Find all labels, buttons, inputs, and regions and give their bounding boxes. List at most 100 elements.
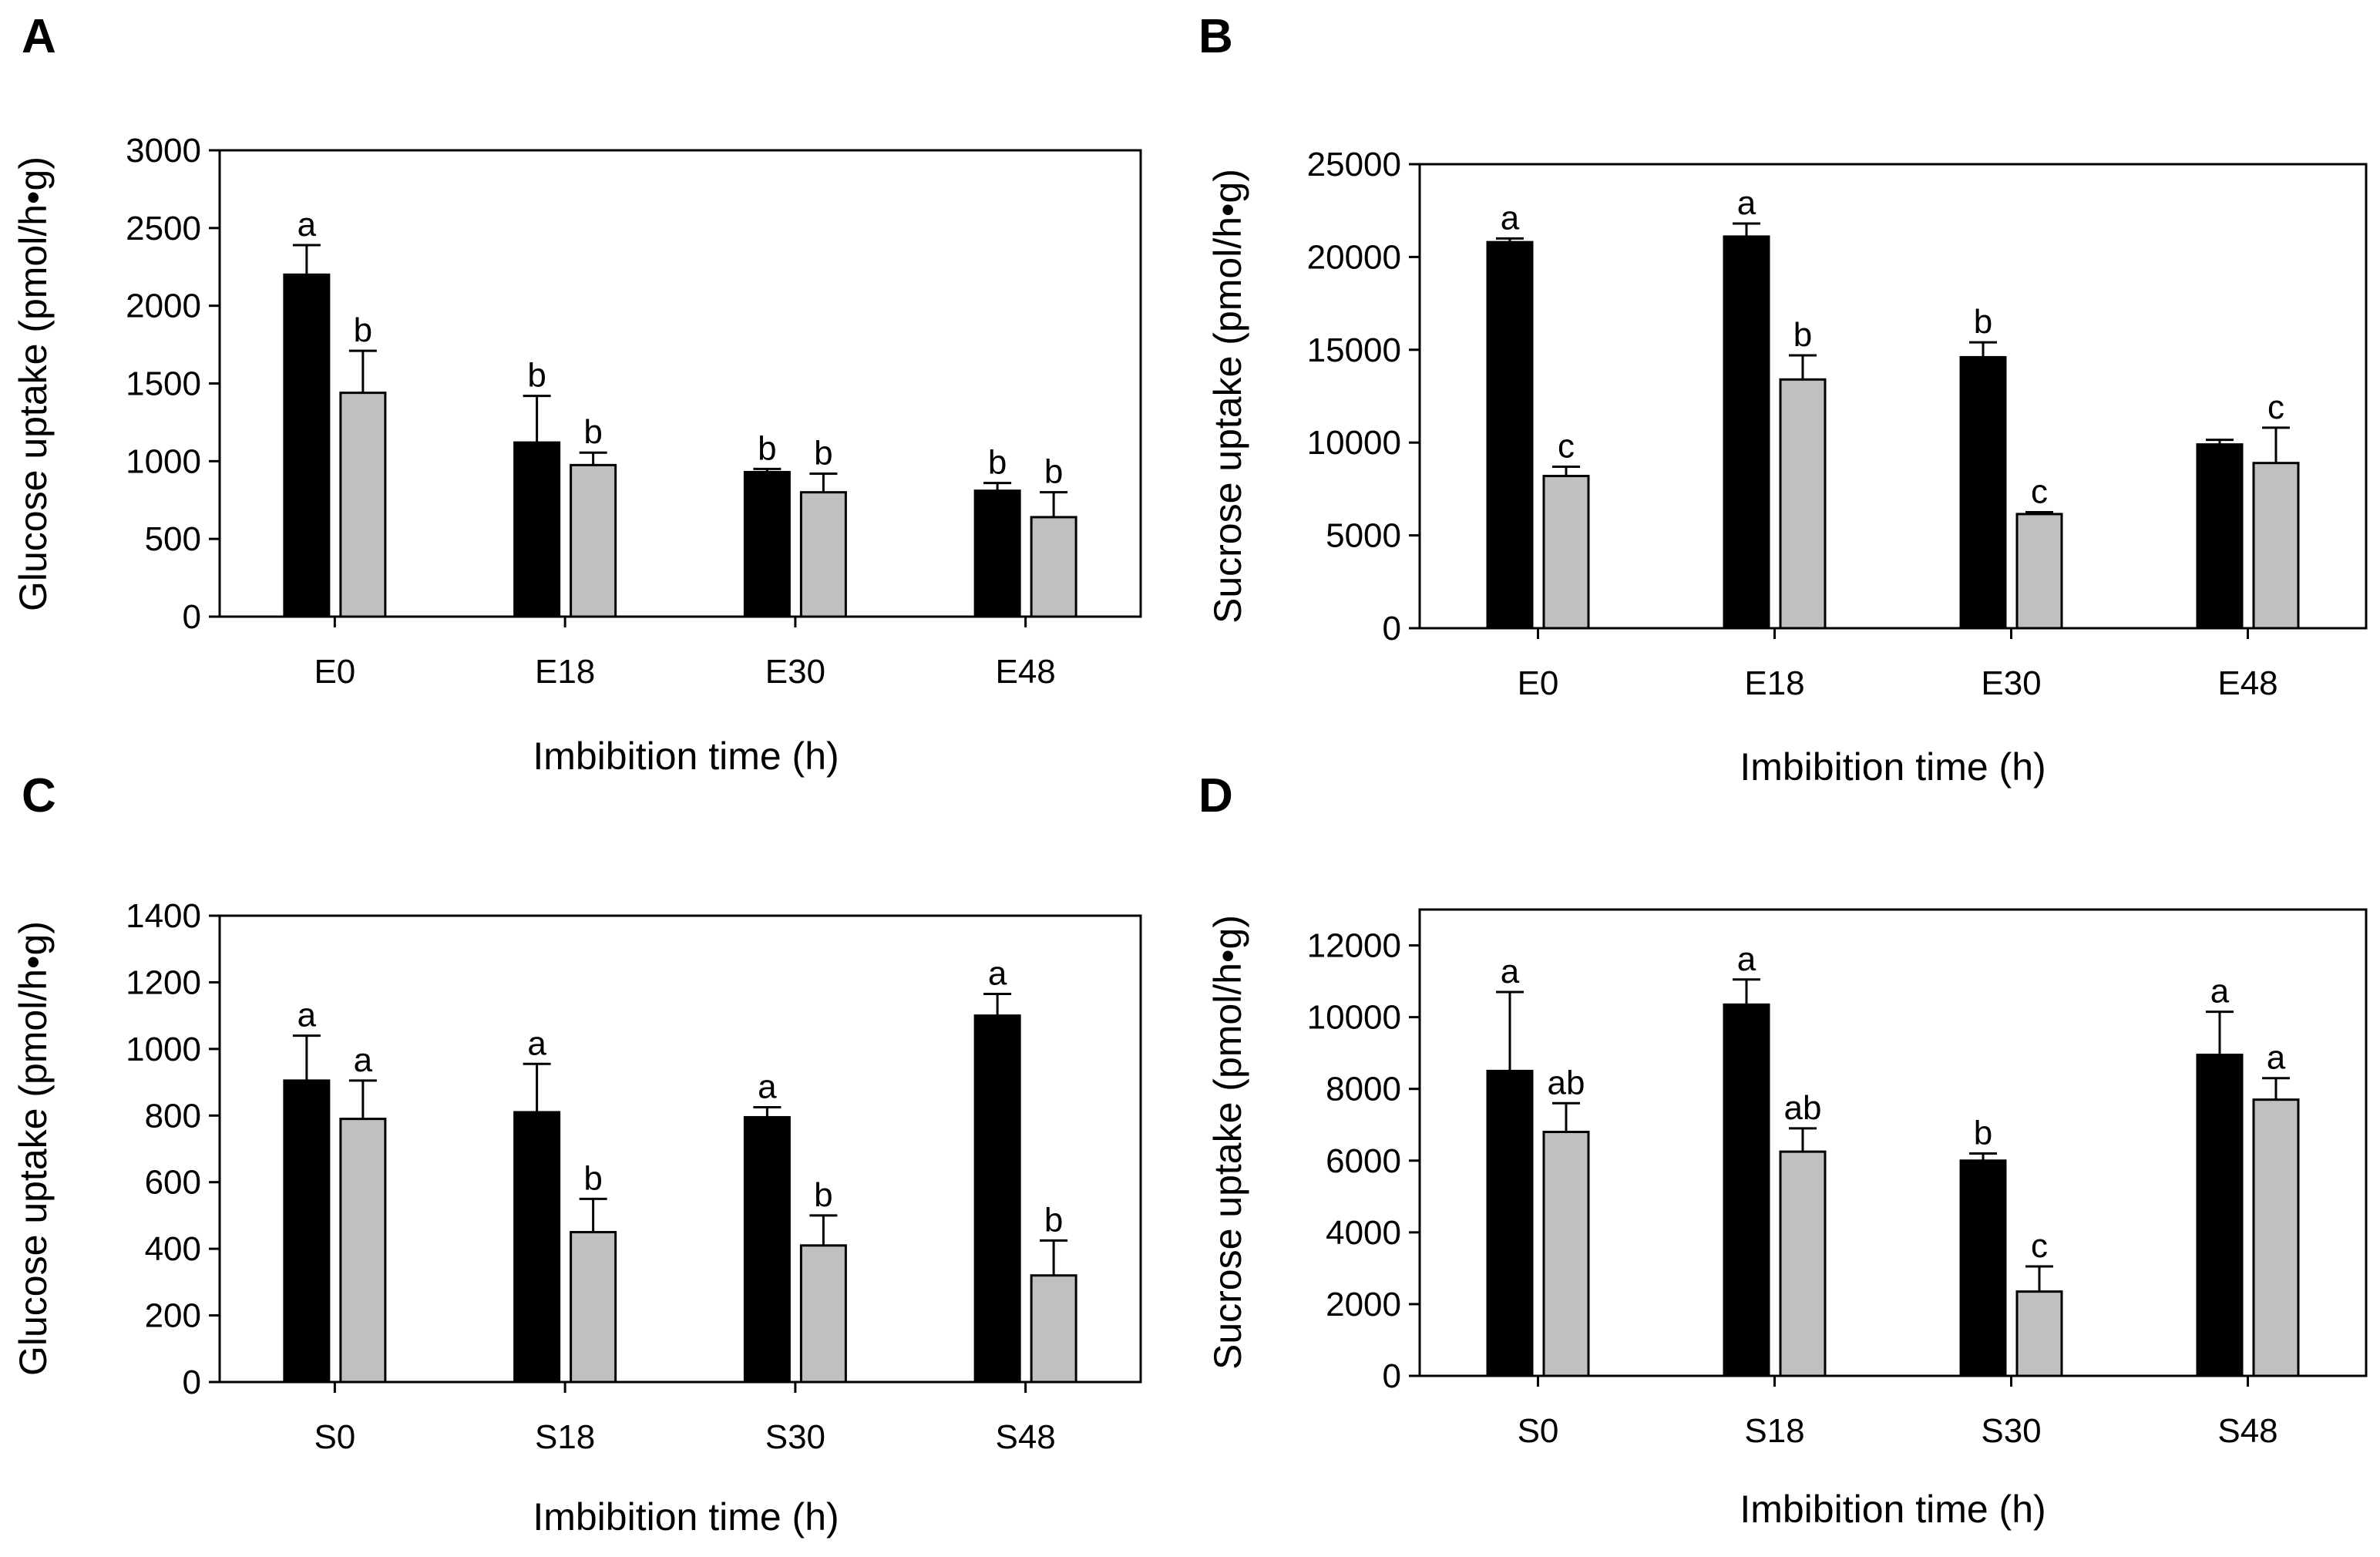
y-tick-label: 15000	[1307, 331, 1401, 369]
y-tick-label: 400	[145, 1230, 201, 1268]
x-tick-label: E30	[1981, 664, 2041, 702]
significance-label: a	[298, 997, 317, 1034]
bar-series1	[513, 441, 561, 618]
bar-series1	[2196, 443, 2244, 630]
y-tick-label: 1000	[126, 442, 201, 480]
x-axis-title: Imbibition time (h)	[1740, 1488, 2046, 1531]
bar-series1	[283, 273, 331, 618]
x-tick-label: E0	[314, 653, 355, 691]
bar-series2	[799, 1244, 847, 1384]
significance-label: b	[1974, 1114, 1992, 1152]
bar-series1	[283, 1079, 331, 1384]
significance-label: a	[988, 955, 1007, 993]
bar-series1	[743, 1115, 791, 1384]
y-tick-label: 200	[145, 1297, 201, 1335]
bar-series2	[2252, 1098, 2300, 1377]
plot-frame	[1418, 908, 2368, 1377]
significance-label: c	[1558, 428, 1575, 466]
significance-label: a	[1737, 184, 1756, 222]
bar-series2	[1030, 516, 1077, 618]
significance-label: ab	[1784, 1089, 1822, 1127]
bar-series1	[743, 470, 791, 618]
y-tick-label: 3000	[126, 132, 201, 170]
x-tick-label: E30	[765, 653, 825, 691]
y-tick-label: 10000	[1307, 424, 1401, 462]
y-tick-label: 1500	[126, 365, 201, 403]
y-tick-label: 4000	[1326, 1214, 1401, 1252]
y-tick-label: 2000	[126, 288, 201, 325]
bar-series2	[570, 1231, 617, 1384]
bar-series2	[570, 463, 617, 618]
bar-series1	[2196, 1053, 2244, 1377]
significance-label: b	[814, 1176, 832, 1214]
y-tick-label: 600	[145, 1164, 201, 1202]
significance-label: b	[1793, 316, 1812, 354]
bar-series2	[2252, 462, 2300, 630]
bar-series1	[1486, 1069, 1534, 1377]
y-tick-label: 20000	[1307, 238, 1401, 276]
bar-series2	[339, 1118, 387, 1384]
panel-b: Ba a b c b c c 0 5000 10000 15000 20000 25000 E0 E18 E3…	[1198, 10, 2368, 789]
y-tick-label: 0	[183, 598, 201, 636]
significance-label: b	[988, 444, 1007, 482]
bar-series1	[1959, 355, 2007, 630]
significance-label: b	[527, 357, 546, 395]
significance-label: b	[1974, 303, 1992, 341]
panel-letter: D	[1198, 769, 1233, 822]
y-axis-title: Sucrose uptake (pmol/h•g)	[1206, 169, 1249, 624]
x-tick-label: S48	[2217, 1412, 2277, 1450]
y-axis-title: Glucose uptake (pmol/h•g)	[12, 921, 55, 1376]
significance-label: b	[1044, 1201, 1063, 1239]
y-tick-label: 6000	[1326, 1142, 1401, 1180]
y-tick-label: 800	[145, 1097, 201, 1135]
x-tick-label: S30	[765, 1418, 825, 1456]
bar-series1	[973, 489, 1021, 618]
significance-label: a	[298, 206, 317, 244]
bar-series2	[1030, 1274, 1077, 1384]
panel-letter: B	[1198, 10, 1233, 63]
bar-series2	[2015, 1290, 2063, 1377]
x-tick-label: S48	[995, 1418, 1055, 1456]
significance-label: b	[354, 311, 372, 349]
significance-label: b	[814, 434, 832, 472]
significance-label: a	[758, 1068, 777, 1105]
y-tick-label: 0	[183, 1364, 201, 1401]
significance-label: a	[2210, 973, 2230, 1011]
plot-frame	[1418, 163, 2368, 630]
x-tick-label: E0	[1518, 664, 1559, 702]
bar-series2	[1542, 1131, 1590, 1377]
bar-series1	[973, 1014, 1021, 1384]
bar-series2	[339, 392, 387, 618]
y-tick-label: 12000	[1307, 927, 1401, 965]
bar-series1	[1486, 240, 1534, 630]
x-tick-label: E18	[535, 653, 595, 691]
significance-label: c	[2267, 388, 2284, 426]
x-tick-label: E48	[2217, 664, 2277, 702]
bar-series1	[1723, 235, 1770, 630]
x-tick-label: E18	[1744, 664, 1804, 702]
panel-letter: C	[22, 769, 56, 822]
y-tick-label: 5000	[1326, 517, 1401, 555]
y-tick-label: 10000	[1307, 999, 1401, 1037]
y-tick-label: 1200	[126, 963, 201, 1001]
significance-label: ab	[1548, 1064, 1585, 1101]
x-tick-label: S0	[314, 1418, 355, 1456]
significance-label: b	[583, 1159, 602, 1197]
bar-series2	[1779, 378, 1827, 630]
y-tick-label: 1400	[126, 897, 201, 935]
x-tick-label: E48	[995, 653, 1055, 691]
bar-series2	[2015, 513, 2063, 630]
y-tick-label: 0	[1383, 1357, 1401, 1395]
y-tick-label: 2500	[126, 210, 201, 247]
significance-label: a	[1737, 940, 1756, 978]
bar-series2	[799, 491, 847, 618]
significance-label: c	[2031, 473, 2048, 511]
y-tick-label: 0	[1383, 610, 1401, 647]
y-tick-label: 25000	[1307, 146, 1401, 183]
bar-series1	[1723, 1003, 1770, 1377]
x-tick-label: S0	[1518, 1412, 1559, 1450]
x-tick-label: S18	[535, 1418, 595, 1456]
